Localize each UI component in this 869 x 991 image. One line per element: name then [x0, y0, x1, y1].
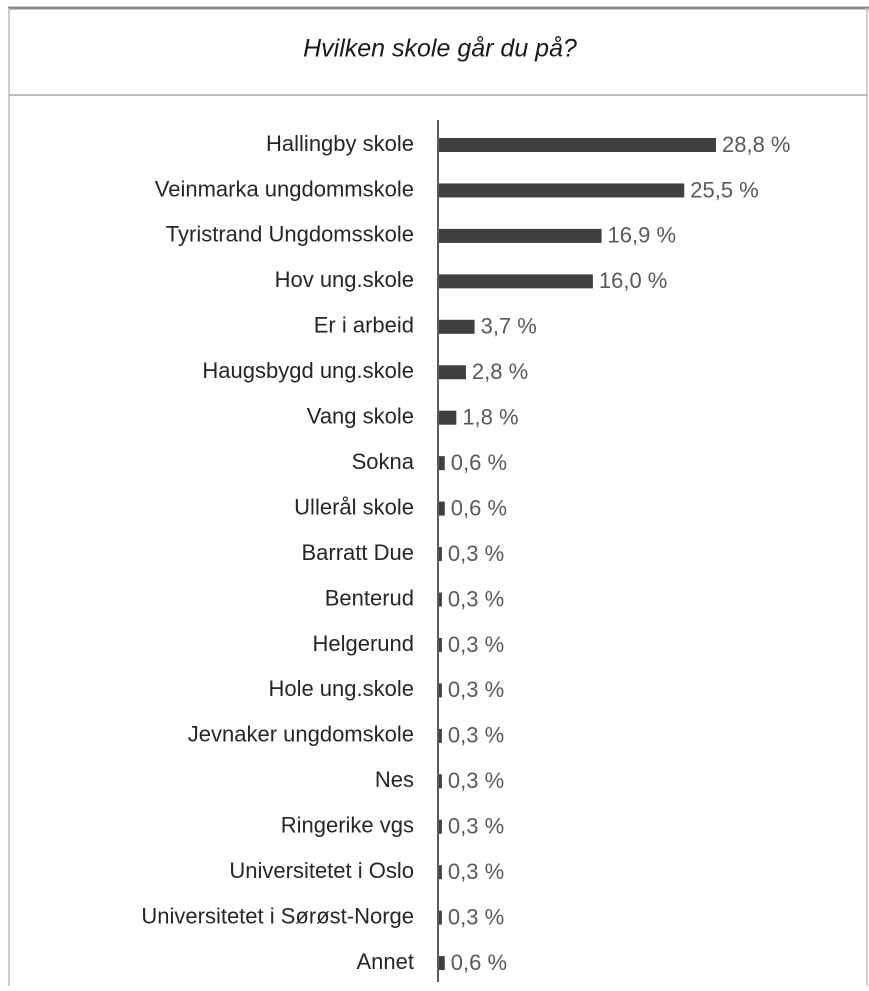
bar — [439, 592, 442, 607]
bar — [439, 728, 442, 743]
category-label: Helgerund — [312, 631, 414, 656]
value-label: 0,3 % — [448, 677, 504, 702]
category-label: Hallingby skole — [266, 131, 414, 156]
category-label: Vang skole — [307, 404, 414, 429]
bar — [439, 501, 445, 516]
category-label: Annet — [357, 949, 415, 974]
value-label: 25,5 % — [690, 177, 759, 202]
bar — [439, 819, 442, 834]
value-label: 0,3 % — [448, 586, 504, 611]
value-label: 0,3 % — [448, 904, 504, 929]
bar — [439, 774, 442, 789]
value-label: 0,6 % — [451, 950, 507, 975]
category-label: Nes — [375, 767, 414, 792]
value-label: 16,0 % — [599, 268, 668, 293]
category-label: Universitetet i Oslo — [229, 858, 414, 883]
bar — [439, 456, 445, 471]
value-label: 2,8 % — [472, 359, 528, 384]
bar — [439, 228, 602, 243]
value-label: 28,8 % — [722, 132, 791, 157]
category-label: Ullerål skole — [294, 494, 414, 519]
category-label: Universitetet i Sørøst-Norge — [141, 903, 414, 928]
bar — [439, 319, 475, 334]
category-label: Benterud — [325, 585, 414, 610]
value-label: 0,3 % — [448, 768, 504, 793]
value-label: 0,3 % — [448, 632, 504, 657]
bar — [439, 410, 457, 425]
bar — [439, 138, 716, 152]
value-label: 0,3 % — [448, 541, 504, 566]
category-label: Veinmarka ungdommskole — [155, 176, 414, 201]
category-label: Sokna — [352, 449, 415, 474]
category-label: Haugsbygd ung.skole — [202, 358, 414, 383]
value-label: 0,3 % — [448, 723, 504, 748]
bar — [439, 547, 442, 562]
value-label: 0,6 % — [451, 450, 507, 475]
bar — [439, 183, 685, 198]
bar — [439, 865, 442, 880]
bar — [439, 683, 442, 698]
category-label: Tyristrand Ungdomsskole — [166, 222, 414, 247]
category-label: Hov ung.skole — [275, 267, 414, 292]
value-label: 3,7 % — [481, 314, 537, 339]
category-label: Hole ung.skole — [268, 676, 414, 701]
value-label: 0,3 % — [448, 814, 504, 839]
value-label: 0,6 % — [451, 495, 507, 520]
bar — [439, 910, 442, 925]
bar — [439, 274, 593, 289]
category-label: Barratt Due — [302, 540, 415, 565]
chart-title: Hvilken skole går du på? — [303, 35, 577, 63]
value-label: 16,9 % — [608, 223, 677, 248]
bar — [439, 365, 466, 380]
bar — [439, 956, 445, 971]
value-label: 1,8 % — [462, 405, 518, 430]
category-label: Ringerike vgs — [281, 813, 414, 838]
category-label: Jevnaker ungdomskole — [188, 722, 414, 747]
value-label: 0,3 % — [448, 859, 504, 884]
category-label: Er i arbeid — [314, 313, 414, 338]
bar — [439, 637, 442, 652]
